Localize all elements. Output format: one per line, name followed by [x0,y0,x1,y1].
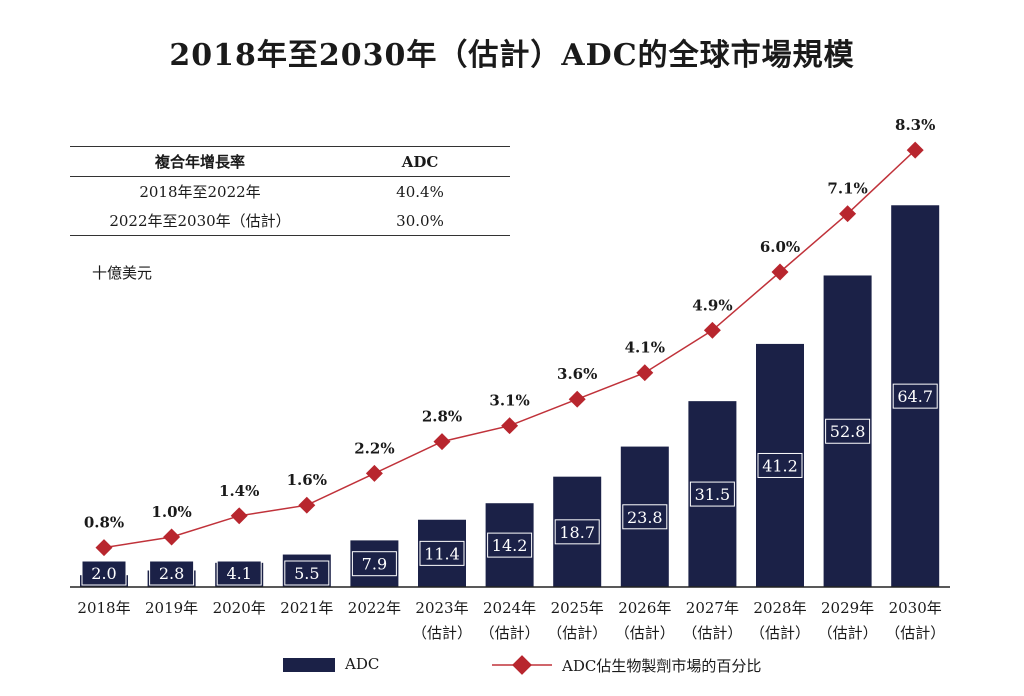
percent-label: 1.4% [219,482,259,500]
bar-value-label: 4.1 [226,564,251,583]
percent-label: 7.1% [827,180,867,198]
bar-value-box [622,504,668,530]
x-tick-label: 2024年 [483,599,536,617]
bar-value-box [149,560,195,586]
percent-label: 8.3% [895,116,935,134]
x-tick-label: 2025年 [551,599,604,617]
x-tick-label: 2022年 [348,599,401,617]
percent-marker [298,496,316,514]
x-tick-label: 2020年 [213,599,266,617]
bar-value-label: 14.2 [492,536,528,555]
bar-value-box [825,418,871,444]
x-tick-label: 2019年 [145,599,198,617]
bar-value-label: 41.2 [762,456,798,475]
cagr-header-row: 複合年增長率 ADC [70,146,510,177]
bar-value-box [757,452,803,478]
bar-value-label: 64.7 [897,387,933,406]
percent-label: 6.0% [760,238,800,256]
bar-value-box [554,519,600,545]
unit-label: 十億美元 [92,264,153,282]
percent-marker [501,417,519,435]
x-tick-sublabel: （估計） [818,624,878,642]
percent-label: 4.1% [625,339,665,357]
bar-value-box [892,383,938,409]
bar-value-box [351,551,397,577]
bar-value-label: 18.7 [559,523,595,542]
bar-value-label: 2.0 [91,564,116,583]
percent-marker [163,528,181,546]
percent-label: 4.9% [692,296,732,314]
x-tick-sublabel: （估計） [480,624,540,642]
bar-value-box [487,532,533,558]
bar-value-label: 5.5 [294,564,319,583]
percent-label: 2.8% [422,408,462,426]
percent-marker [230,507,248,525]
legend: ADC ADC佔生物製劑市場的百分比 [0,654,1024,678]
chart-title: 2018年至2030年（估計）ADC的全球市場規模 [169,38,855,73]
x-tick-label: 2018年 [77,599,130,617]
percent-marker [636,364,654,382]
x-tick-sublabel: （估計） [885,624,945,642]
bar-value-label: 31.5 [695,485,731,504]
chart-canvas: 2.0 2.8 4.1 5.5 7.9 11.4 14.2 18.7 23.8 31.5 41.2 5… [70,116,950,642]
percent-label: 1.0% [151,503,191,521]
cagr-header-label: 複合年增長率 [70,146,330,177]
percent-marker [433,433,451,451]
bar-value-label: 11.4 [424,544,460,563]
percent-marker [95,539,113,557]
bar-value-box [81,560,127,586]
x-tick-label: 2023年 [415,599,468,617]
bar-value-box [284,560,330,586]
percent-marker [703,321,721,339]
cagr-table: 複合年增長率 ADC 2018年至2022年 40.4% 2022年至2030年… [70,146,510,236]
x-tick-sublabel: （估計） [615,624,675,642]
x-tick-label: 2030年 [889,599,942,617]
bar-value-label: 7.9 [362,555,387,574]
percent-label: 3.6% [557,365,597,383]
x-tick-sublabel: （估計） [750,624,810,642]
bar-value-box [216,560,262,586]
cagr-row: 2022年至2030年（估計） 30.0% [70,206,510,236]
x-tick-label: 2027年 [686,599,739,617]
x-tick-label: 2028年 [753,599,806,617]
bar-value-box [689,481,735,507]
percent-marker [771,263,789,281]
x-tick-sublabel: （估計） [682,624,742,642]
cagr-row: 2018年至2022年 40.4% [70,177,510,207]
percent-label: 3.1% [489,392,529,410]
x-tick-sublabel: （估計） [547,624,607,642]
cagr-header-adc: ADC [330,146,510,177]
x-tick-label: 2029年 [821,599,874,617]
percent-marker [568,390,586,408]
percent-marker [906,141,924,159]
percent-label: 1.6% [287,471,327,489]
bar-value-label: 2.8 [159,564,184,583]
percent-label: 2.2% [354,439,394,457]
percent-marker [365,464,383,482]
bar-value-box [419,540,465,566]
legend-line-label: ADC佔生物製劑市場的百分比 [562,657,762,675]
legend-line-swatch [492,655,552,675]
x-tick-label: 2021年 [280,599,333,617]
cagr-value: 30.0% [330,206,510,236]
x-tick-label: 2026年 [618,599,671,617]
percent-marker [839,205,857,223]
x-tick-sublabel: （估計） [412,624,472,642]
legend-bar-swatch [283,658,335,672]
cagr-period: 2022年至2030年（估計） [70,206,330,236]
bar-value-label: 23.8 [627,508,663,527]
percent-label: 0.8% [84,514,124,532]
bar-value-label: 52.8 [830,422,866,441]
legend-bar-label: ADC [345,655,380,673]
cagr-period: 2018年至2022年 [139,183,261,201]
cagr-value: 40.4% [396,182,444,201]
